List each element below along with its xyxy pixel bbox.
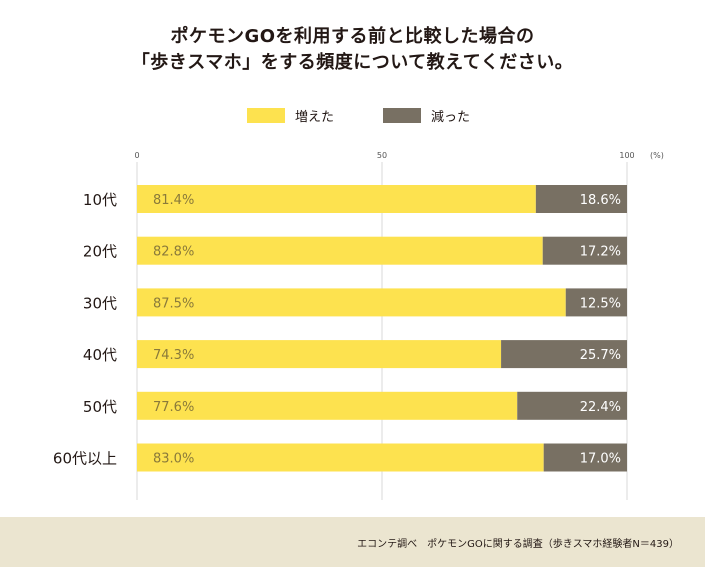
data-label-decreased: 22.4% — [580, 400, 621, 415]
category-label: 60代以上 — [53, 450, 117, 468]
data-label-increased: 81.4% — [153, 193, 194, 208]
bar-decreased — [543, 443, 627, 472]
legend-swatch-increased — [247, 108, 285, 123]
legend-item-increased: 増えた — [247, 106, 334, 125]
data-label-decreased: 12.5% — [580, 296, 621, 311]
bar-increased — [137, 185, 536, 213]
x-tick-label: 100 — [619, 151, 634, 160]
bar-decreased — [565, 288, 627, 317]
data-label-increased: 87.5% — [153, 296, 194, 311]
bar-increased — [137, 340, 502, 369]
data-label-decreased: 17.0% — [580, 452, 621, 467]
x-tick-label: 50 — [377, 151, 387, 160]
category-label: 10代 — [83, 191, 117, 209]
bar-increased — [137, 236, 543, 265]
category-label: 40代 — [83, 346, 117, 364]
footer-bar: エコンテ調べ ポケモンGOに関する調査（歩きスマホ経験者N＝439） — [0, 517, 705, 567]
legend-swatch-decreased — [383, 108, 421, 123]
data-label-decreased: 25.7% — [580, 348, 621, 363]
legend-item-decreased: 減った — [383, 106, 470, 125]
unit-label: (%) — [650, 151, 664, 160]
category-label: 50代 — [83, 398, 117, 416]
bar-decreased — [535, 185, 627, 213]
data-label-decreased: 18.6% — [580, 193, 621, 208]
chart-title-line1: ポケモンGOを利用する前と比較した場合の — [170, 26, 535, 47]
data-label-increased: 77.6% — [153, 400, 194, 415]
bar-increased — [137, 391, 518, 420]
bar-increased — [137, 288, 566, 317]
chart-title-line2: 「歩きスマホ」をする頻度について教えてください。 — [131, 52, 574, 73]
stacked-bar-chart: 0 50 100 (%) 10代 81.4% 18.6% 20代 82.8% 17.2% 30代 87… — [53, 151, 664, 500]
x-tick-label: 0 — [134, 151, 139, 160]
data-label-increased: 82.8% — [153, 245, 194, 260]
bar-decreased — [517, 391, 627, 420]
legend-label-decreased: 減った — [431, 110, 471, 125]
bar-increased — [137, 443, 544, 472]
category-label: 30代 — [83, 294, 117, 312]
category-label: 20代 — [83, 243, 117, 261]
data-label-increased: 83.0% — [153, 452, 194, 467]
bar-decreased — [501, 340, 627, 369]
data-label-increased: 74.3% — [153, 348, 194, 363]
data-label-decreased: 17.2% — [580, 245, 621, 260]
source-note: エコンテ調べ ポケモンGOに関する調査（歩きスマホ経験者N＝439） — [357, 539, 679, 550]
bar-decreased — [542, 236, 627, 265]
legend-label-increased: 増えた — [295, 110, 335, 125]
